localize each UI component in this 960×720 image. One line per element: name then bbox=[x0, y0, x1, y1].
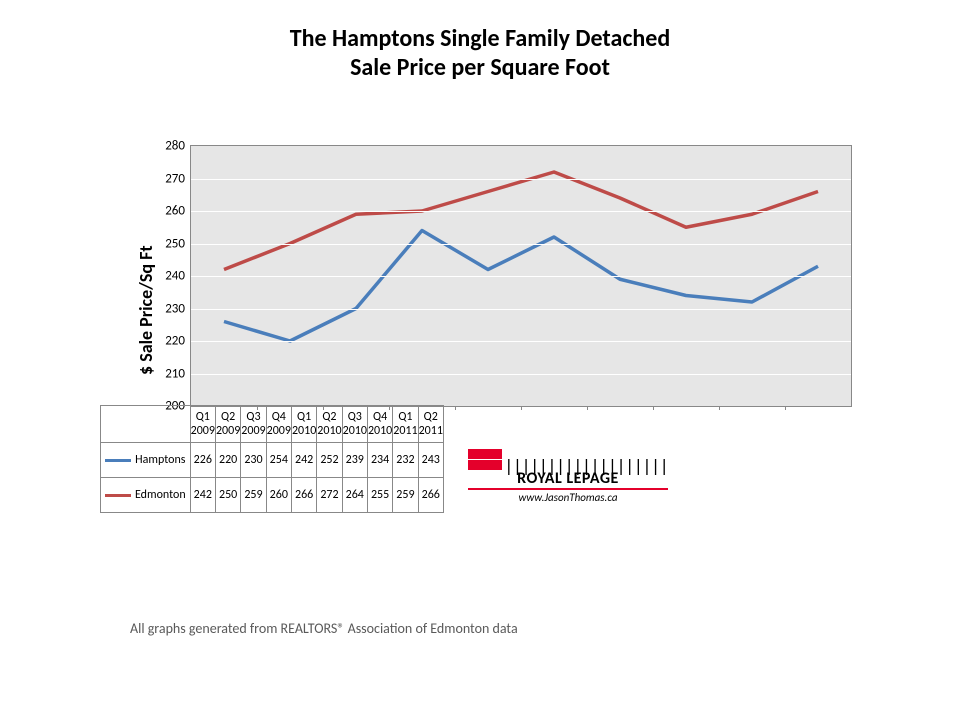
watermark-url: www.JasonThomas.ca bbox=[468, 491, 668, 504]
y-axis-label: $ Sale Price/Sq Ft bbox=[135, 245, 157, 375]
title-line-2: Sale Price per Square Foot bbox=[350, 53, 610, 82]
data-cell: 266 bbox=[291, 478, 316, 513]
table-corner-cell bbox=[101, 406, 191, 443]
series-name: Hamptons bbox=[135, 453, 185, 467]
data-cell: 226 bbox=[190, 443, 215, 478]
table-row: Edmonton242250259260266272264255259266 bbox=[101, 478, 444, 513]
footnote-text: All graphs generated from REALTORS® Asso… bbox=[130, 620, 518, 637]
chart-title: The Hamptons Single Family Detached Sale… bbox=[0, 25, 960, 83]
x-tick-mark bbox=[785, 406, 786, 410]
category-header: Q1 2009 bbox=[190, 406, 215, 443]
x-tick-mark bbox=[587, 406, 588, 410]
category-header: Q2 2011 bbox=[418, 406, 443, 443]
data-cell: 230 bbox=[241, 443, 266, 478]
data-cell: 254 bbox=[266, 443, 291, 478]
watermark-red-bar bbox=[468, 449, 502, 459]
x-tick-mark bbox=[521, 406, 522, 410]
data-cell: 234 bbox=[367, 443, 392, 478]
category-header: Q3 2010 bbox=[342, 406, 367, 443]
royal-lepage-watermark: ||||||||||||||||||| ROYAL LEPAGE www.Jas… bbox=[460, 445, 676, 508]
chart-container: The Hamptons Single Family Detached Sale… bbox=[0, 0, 960, 720]
plot-area: 200210220230240250260270280 bbox=[190, 145, 852, 407]
data-cell: 272 bbox=[317, 478, 342, 513]
category-header: Q3 2009 bbox=[241, 406, 266, 443]
data-cell: 220 bbox=[215, 443, 240, 478]
gridline bbox=[191, 374, 851, 375]
data-cell: 242 bbox=[190, 478, 215, 513]
title-line-1: The Hamptons Single Family Detached bbox=[290, 24, 671, 53]
data-cell: 232 bbox=[393, 443, 418, 478]
category-header: Q2 2010 bbox=[317, 406, 342, 443]
legend-swatch bbox=[105, 494, 131, 497]
watermark-red-bar bbox=[468, 460, 502, 470]
gridline bbox=[191, 244, 851, 245]
legend-swatch bbox=[105, 459, 131, 462]
x-tick-mark bbox=[653, 406, 654, 410]
gridline bbox=[191, 179, 851, 180]
series-name: Edmonton bbox=[135, 488, 186, 502]
data-cell: 252 bbox=[317, 443, 342, 478]
data-cell: 255 bbox=[367, 478, 392, 513]
series-label-cell: Hamptons bbox=[101, 443, 191, 478]
y-tick-label: 280 bbox=[145, 139, 185, 154]
data-table: Q1 2009Q2 2009Q3 2009Q4 2009Q1 2010Q2 20… bbox=[100, 405, 444, 513]
data-cell: 266 bbox=[418, 478, 443, 513]
x-tick-mark bbox=[719, 406, 720, 410]
category-header: Q1 2010 bbox=[291, 406, 316, 443]
table-row: Hamptons 226220230254242252239234232243 bbox=[101, 443, 444, 478]
data-cell: 243 bbox=[418, 443, 443, 478]
category-header: Q1 2011 bbox=[393, 406, 418, 443]
y-tick-label: 260 bbox=[145, 204, 185, 219]
gridline bbox=[191, 309, 851, 310]
y-tick-label: 270 bbox=[145, 171, 185, 186]
series-line-hamptons bbox=[224, 231, 818, 342]
data-cell: 259 bbox=[241, 478, 266, 513]
gridline bbox=[191, 211, 851, 212]
gridline bbox=[191, 276, 851, 277]
data-cell: 242 bbox=[291, 443, 316, 478]
data-cell: 250 bbox=[215, 478, 240, 513]
category-header: Q4 2009 bbox=[266, 406, 291, 443]
data-cell: 259 bbox=[393, 478, 418, 513]
watermark-red-underline bbox=[468, 488, 668, 490]
category-header: Q4 2010 bbox=[367, 406, 392, 443]
x-tick-mark bbox=[455, 406, 456, 410]
gridline bbox=[191, 341, 851, 342]
table-header-row: Q1 2009Q2 2009Q3 2009Q4 2009Q1 2010Q2 20… bbox=[101, 406, 444, 443]
series-label-cell: Edmonton bbox=[101, 478, 191, 513]
data-cell: 260 bbox=[266, 478, 291, 513]
data-cell: 239 bbox=[342, 443, 367, 478]
category-header: Q2 2009 bbox=[215, 406, 240, 443]
data-cell: 264 bbox=[342, 478, 367, 513]
